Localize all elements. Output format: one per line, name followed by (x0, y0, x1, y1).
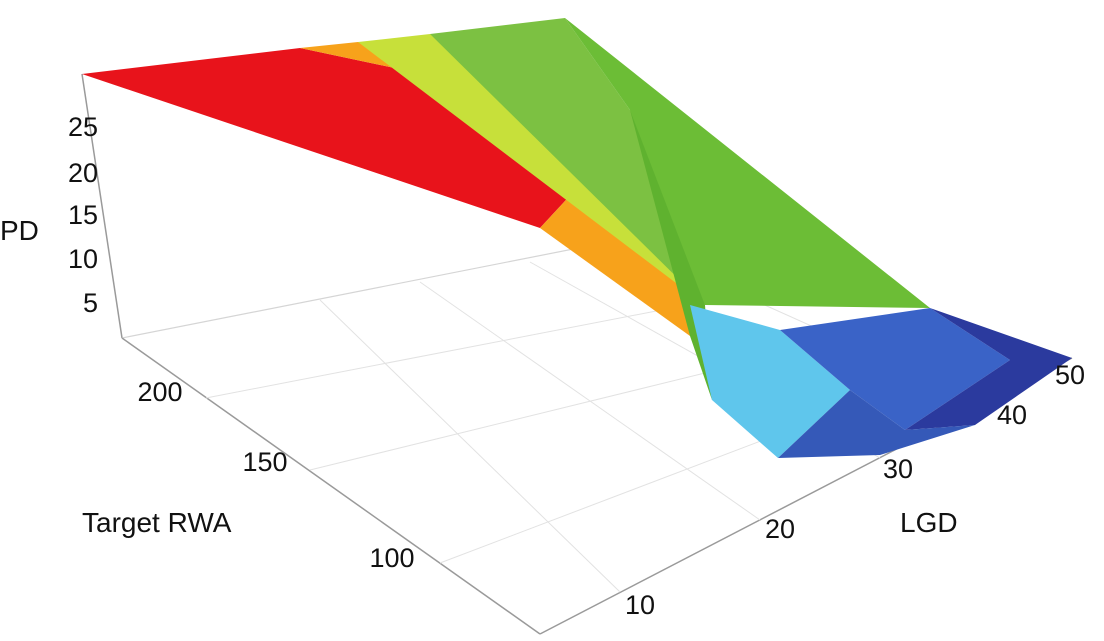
x-tick-label: 20 (765, 514, 795, 544)
z-tick-label: 20 (68, 158, 98, 188)
surface-band-blue (780, 308, 1010, 430)
x-tick-label: 10 (625, 590, 655, 620)
z-tick-label: 5 (83, 288, 98, 318)
rwa-axis-line (121, 337, 541, 635)
z-tick-label: 15 (68, 200, 98, 230)
floor-grid-line (419, 281, 761, 521)
surface-band-green (430, 18, 705, 305)
x-tick-label: 30 (883, 454, 913, 484)
surface-band-green-edge (630, 110, 712, 400)
axis-labels: 5 10 15 20 25 10 20 30 40 50 100 150 200 PD LGD Target … (0, 112, 1085, 620)
surface-band-dark-blue (905, 308, 1072, 430)
z-axis-line (81, 73, 123, 339)
surface-band-blue-front (778, 390, 975, 458)
y-axis-title: Target RWA (82, 507, 232, 538)
z-axis-title: PD (0, 215, 39, 246)
x-tick-label: 50 (1055, 360, 1085, 390)
y-tick-label: 150 (242, 447, 287, 477)
z-tick-label: 25 (68, 112, 98, 142)
y-tick-label: 200 (137, 377, 182, 407)
surface-band-green-main (565, 18, 930, 308)
y-tick-label: 100 (369, 543, 414, 573)
floor-grid-line (319, 299, 621, 593)
z-tick-label: 10 (68, 244, 98, 274)
x-tick-label: 40 (997, 400, 1027, 430)
pd-surface (82, 18, 1072, 458)
surface-band-yellow-green (358, 34, 705, 305)
x-axis-title: LGD (900, 507, 958, 538)
surface-band-light-blue (690, 305, 850, 458)
